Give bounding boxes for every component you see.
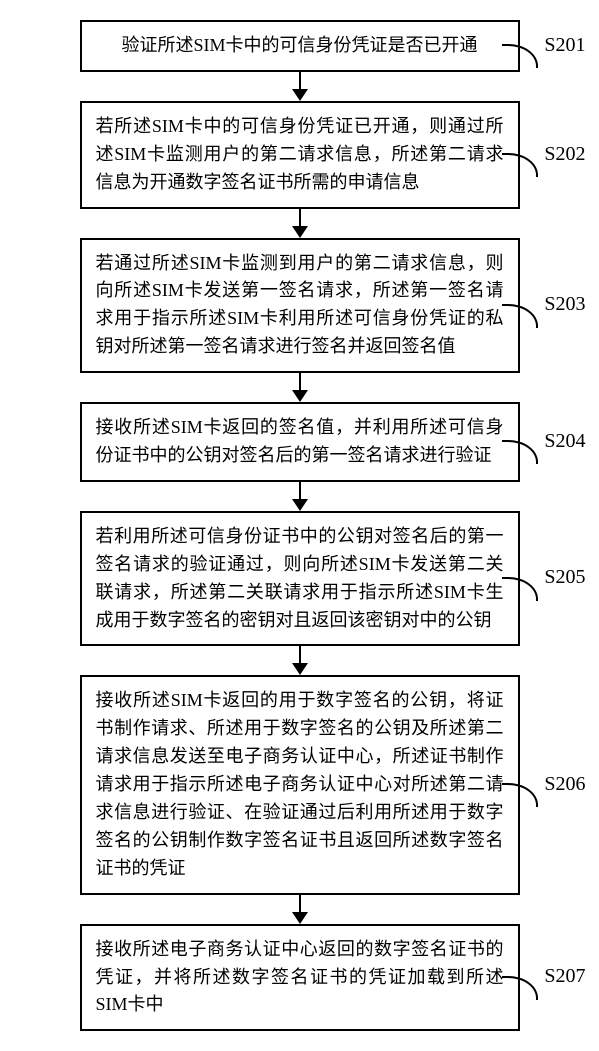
flow-arrow-down-icon [20, 895, 580, 924]
flow-step-label: S207 [502, 965, 585, 989]
flow-step-s202: 若所述SIM卡中的可信身份凭证已开通，则通过所述SIM卡监测用户的第二请求信息，… [20, 101, 580, 209]
connector-curve-icon [502, 153, 538, 177]
flowchart-container: 验证所述SIM卡中的可信身份凭证是否已开通S201 若所述SIM卡中的可信身份凭证… [20, 20, 580, 1031]
connector-curve-icon [502, 976, 538, 1000]
flow-step-s207: 接收所述电子商务认证中心返回的数字签名证书的凭证，并将所述数字签名证书的凭证加载… [20, 924, 580, 1032]
connector-curve-icon [502, 440, 538, 464]
connector-curve-icon [502, 304, 538, 328]
flow-step-s203: 若通过所述SIM卡监测到用户的第二请求信息，则向所述SIM卡发送第一签名请求，所… [20, 238, 580, 374]
flow-step-s204: 接收所述SIM卡返回的签名值，并利用所述可信身份证书中的公钥对签名后的第一签名请… [20, 402, 580, 482]
flow-step-s205: 若利用所述可信身份证书中的公钥对签名后的第一签名请求的验证通过，则向所述SIM卡… [20, 511, 580, 647]
flow-step-label: S206 [502, 773, 585, 797]
flow-step-id: S205 [544, 566, 585, 588]
flow-step-id: S201 [544, 34, 585, 56]
flow-arrow-down-icon [20, 209, 580, 238]
flow-step-id: S206 [544, 773, 585, 795]
flow-arrow-down-icon [20, 373, 580, 402]
flow-step-label: S201 [502, 34, 585, 58]
flow-node: 若所述SIM卡中的可信身份凭证已开通，则通过所述SIM卡监测用户的第二请求信息，… [80, 101, 520, 209]
connector-curve-icon [502, 783, 538, 807]
flow-step-id: S207 [544, 965, 585, 987]
flow-node: 验证所述SIM卡中的可信身份凭证是否已开通 [80, 20, 520, 72]
flow-step-id: S203 [544, 293, 585, 315]
flow-step-id: S202 [544, 143, 585, 165]
flow-step-label: S205 [502, 566, 585, 590]
flow-arrow-down-icon [20, 646, 580, 675]
flow-step-id: S204 [544, 430, 585, 452]
connector-curve-icon [502, 577, 538, 601]
connector-curve-icon [502, 44, 538, 68]
flow-step-label: S202 [502, 143, 585, 167]
flow-node: 若利用所述可信身份证书中的公钥对签名后的第一签名请求的验证通过，则向所述SIM卡… [80, 511, 520, 647]
flow-step-label: S203 [502, 293, 585, 317]
flow-node: 若通过所述SIM卡监测到用户的第二请求信息，则向所述SIM卡发送第一签名请求，所… [80, 238, 520, 374]
flow-node: 接收所述SIM卡返回的签名值，并利用所述可信身份证书中的公钥对签名后的第一签名请… [80, 402, 520, 482]
flow-step-s201: 验证所述SIM卡中的可信身份凭证是否已开通S201 [20, 20, 580, 72]
flow-step-label: S204 [502, 430, 585, 454]
flow-node: 接收所述电子商务认证中心返回的数字签名证书的凭证，并将所述数字签名证书的凭证加载… [80, 924, 520, 1032]
flow-arrow-down-icon [20, 482, 580, 511]
flow-node: 接收所述SIM卡返回的用于数字签名的公钥，将证书制作请求、所述用于数字签名的公钥… [80, 675, 520, 894]
flow-arrow-down-icon [20, 72, 580, 101]
flow-step-s206: 接收所述SIM卡返回的用于数字签名的公钥，将证书制作请求、所述用于数字签名的公钥… [20, 675, 580, 894]
